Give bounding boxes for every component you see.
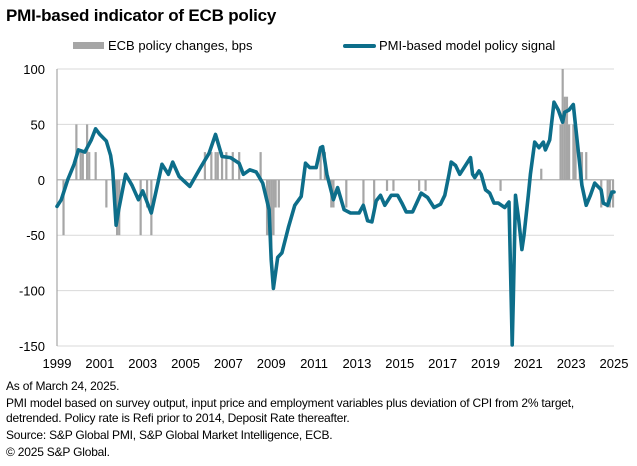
y-tick-label: -100 <box>19 284 45 299</box>
bar <box>216 152 219 180</box>
bar <box>210 152 213 180</box>
chart-title: PMI-based indicator of ECB policy <box>6 6 277 25</box>
bar <box>139 179 142 236</box>
footer-note-line2: detrended. Policy rate is Refi prior to … <box>6 411 350 425</box>
x-tick-label: 2025 <box>600 356 629 371</box>
bar <box>565 96 569 180</box>
x-tick-label: 2013 <box>342 356 371 371</box>
line-series <box>55 100 616 347</box>
bar <box>559 124 562 180</box>
x-tick-label: 2001 <box>85 356 114 371</box>
chart-legend: ECB policy changes, bps PMI-based model … <box>0 38 637 56</box>
bar <box>385 179 389 191</box>
x-tick-label: 2021 <box>514 356 543 371</box>
x-tick-label: 2011 <box>300 356 328 371</box>
bar <box>362 179 365 208</box>
x-tick-label: 2023 <box>557 356 586 371</box>
bar <box>568 124 571 180</box>
bar <box>606 179 609 208</box>
y-tick-label: 50 <box>31 117 45 132</box>
x-tick-label: 2019 <box>471 356 500 371</box>
y-tick-label: 0 <box>38 173 45 188</box>
bar <box>418 179 421 191</box>
bar <box>561 69 564 180</box>
bar <box>225 152 228 180</box>
x-tick-label: 2007 <box>214 356 243 371</box>
footer-as-of: As of March 24, 2025. <box>6 379 120 393</box>
bar <box>105 179 108 208</box>
bar <box>145 179 149 208</box>
bar <box>85 124 89 180</box>
bar <box>572 124 575 180</box>
bar <box>259 152 262 180</box>
bar <box>79 152 82 180</box>
bar <box>81 152 84 180</box>
bar <box>220 152 224 180</box>
bar <box>88 152 91 180</box>
bar <box>274 179 277 208</box>
bar <box>345 179 348 208</box>
footer-source: Source: S&P Global PMI, S&P Global Marke… <box>6 428 333 442</box>
legend-label-bars: ECB policy changes, bps <box>108 38 253 53</box>
y-tick-label: -150 <box>19 339 45 354</box>
bar <box>94 152 97 180</box>
footer-note-line1: PMI model based on survey output, input … <box>6 396 575 410</box>
bar <box>424 179 427 191</box>
x-tick-label: 2005 <box>171 356 200 371</box>
bar <box>574 124 577 180</box>
legend-label-line: PMI-based model policy signal <box>379 38 556 53</box>
bar <box>319 152 322 180</box>
bar <box>231 152 234 180</box>
legend-item-bars: ECB policy changes, bps <box>73 38 253 53</box>
bar <box>115 179 119 236</box>
x-tick-label: 2009 <box>257 356 286 371</box>
chart-footer: As of March 24, 2025. PMI model based on… <box>6 379 574 460</box>
bar <box>203 152 207 180</box>
y-tick-label: -50 <box>26 228 45 243</box>
chart-plot: 100 50 0 -50 -100 -150 1999 2001 2003 2005 2007 200… <box>19 62 628 371</box>
bar <box>580 152 584 180</box>
tick-labels: 100 50 0 -50 -100 -150 1999 2001 2003 2005 2007 200… <box>19 62 628 371</box>
bar <box>214 152 217 180</box>
bar <box>272 179 275 236</box>
bar <box>62 179 65 236</box>
legend-swatch-line <box>343 43 376 48</box>
legend-swatch-bars <box>73 42 104 49</box>
x-tick-label: 1999 <box>43 356 72 371</box>
policy-signal-line <box>55 100 616 347</box>
bar <box>540 168 543 180</box>
x-tick-label: 2017 <box>428 356 457 371</box>
bar <box>499 179 502 191</box>
legend-item-line: PMI-based model policy signal <box>343 38 555 53</box>
x-tick-label: 2015 <box>385 356 414 371</box>
y-tick-label: 100 <box>23 62 45 77</box>
footer-copyright: © 2025 S&P Global. <box>6 445 110 459</box>
bar <box>585 152 588 180</box>
bar <box>373 179 376 208</box>
x-tick-label: 2003 <box>128 356 157 371</box>
bar <box>563 96 566 180</box>
bar <box>277 179 280 208</box>
bar <box>392 179 395 191</box>
